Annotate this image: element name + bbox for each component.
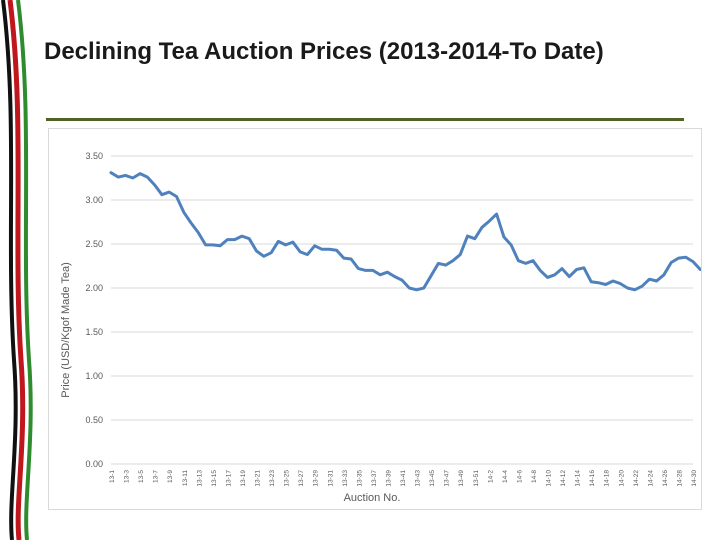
y-tick-label: 2.00 <box>85 283 103 293</box>
y-tick-label: 2.50 <box>85 239 103 249</box>
x-tick-label: 14-20 <box>618 470 625 487</box>
x-tick-label: 14-24 <box>647 470 654 487</box>
x-tick-label: 14-8 <box>531 470 538 483</box>
gridlines <box>111 155 693 465</box>
x-tick-label: 13-29 <box>313 470 320 487</box>
x-tick-label: 13-23 <box>269 470 276 487</box>
x-tick-label: 13-9 <box>167 470 174 483</box>
x-tick-label: 13-33 <box>342 470 349 487</box>
x-tick-label: 14-12 <box>560 470 567 487</box>
x-tick-label: 14-22 <box>633 470 640 487</box>
x-tick-label: 13-3 <box>124 470 131 483</box>
chart-panel: 0.00 0.50 1.00 1.50 2.00 2.50 3.00 3.50 13-1 13-… <box>48 128 702 510</box>
x-tick-label: 13-41 <box>400 470 407 487</box>
flag-stripe-green <box>16 0 33 540</box>
y-tick-label: 3.00 <box>85 195 103 205</box>
y-tick-label: 1.00 <box>85 371 103 381</box>
x-tick-label: 14-18 <box>604 470 611 487</box>
flag-stripe-black <box>1 0 18 540</box>
price-series-line <box>109 171 701 292</box>
slide-title: Declining Tea Auction Prices (2013-2014-… <box>44 38 604 65</box>
y-axis-label: Price (USD/Kgof Made Tea) <box>60 262 72 398</box>
x-axis-ticks: 13-1 13-3 13-5 13-7 13-9 13-11 13-13 13-15 13-17… <box>109 470 698 487</box>
price-line-chart: 0.000.501.001.502.002.503.003.50 13-1 13-… <box>60 151 701 504</box>
flag-stripes <box>1 0 33 540</box>
x-tick-label: 14-14 <box>575 470 582 487</box>
x-tick-label: 13-47 <box>444 470 451 487</box>
x-tick-label: 13-15 <box>211 470 218 487</box>
x-tick-label: 13-1 <box>109 470 116 483</box>
x-tick-label: 13-27 <box>298 470 305 487</box>
x-tick-label: 14-16 <box>589 470 596 487</box>
x-tick-label: 14-28 <box>676 470 683 487</box>
x-tick-label: 14-30 <box>691 470 698 487</box>
x-tick-label: 14-6 <box>516 470 523 483</box>
x-tick-label: 14-4 <box>502 470 509 483</box>
x-tick-label: 13-13 <box>196 470 203 487</box>
x-tick-label: 13-21 <box>255 470 262 487</box>
y-tick-label: 3.50 <box>85 151 103 161</box>
x-tick-label: 13-11 <box>182 470 189 487</box>
x-axis-label: Auction No. <box>344 492 401 504</box>
y-tick-label: 1.50 <box>85 327 103 337</box>
y-axis-ticks: 0.00 0.50 1.00 1.50 2.00 2.50 3.00 3.50 <box>85 151 103 469</box>
x-tick-label: 14-26 <box>662 470 669 487</box>
series-points <box>110 172 701 290</box>
x-tick-label: 13-7 <box>153 470 160 483</box>
y-tick-label: 0.50 <box>85 415 103 425</box>
x-tick-label: 13-45 <box>429 470 436 487</box>
x-tick-label: 13-37 <box>371 470 378 487</box>
x-tick-label: 14-10 <box>546 470 553 487</box>
x-tick-label: 13-19 <box>240 470 247 487</box>
x-tick-label: 13-17 <box>225 470 232 487</box>
x-tick-label: 14-2 <box>487 470 494 483</box>
y-tick-label: 0.00 <box>85 459 103 469</box>
x-tick-label: 13-35 <box>356 470 363 487</box>
title-divider <box>46 118 684 121</box>
x-tick-label: 13-25 <box>284 470 291 487</box>
x-tick-label: 13-43 <box>415 470 422 487</box>
x-tick-label: 13-49 <box>458 470 465 487</box>
x-tick-label: 13-5 <box>138 470 145 483</box>
x-tick-label: 13-39 <box>385 470 392 487</box>
flag-stripe-red <box>7 0 26 540</box>
x-tick-label: 13-31 <box>327 470 334 487</box>
x-tick-label: 13-51 <box>473 470 480 487</box>
